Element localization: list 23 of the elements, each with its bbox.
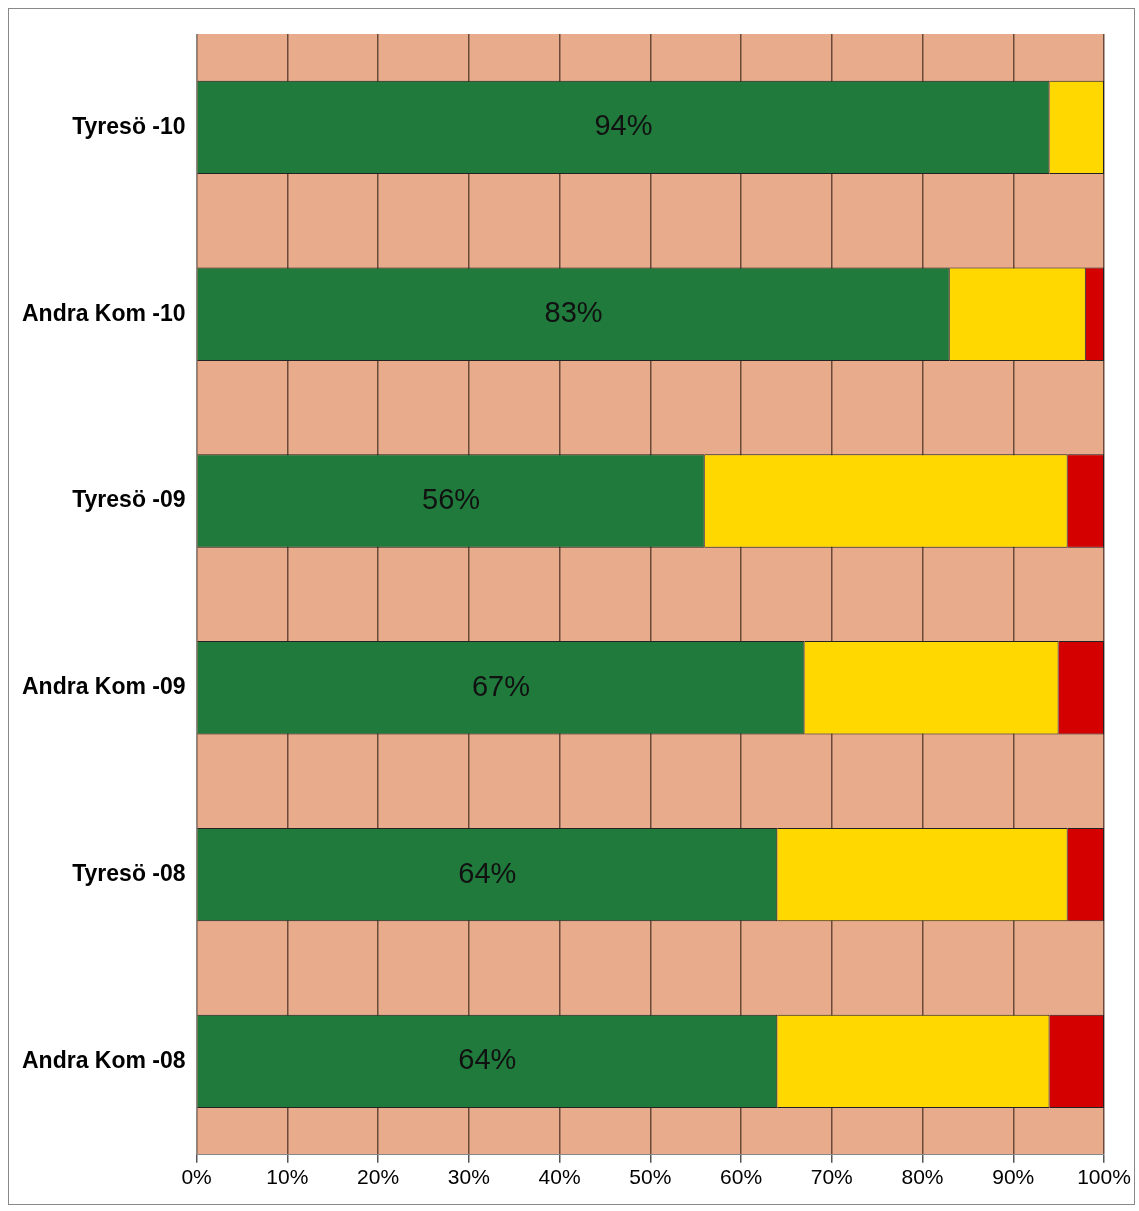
- data-label: 67%: [471, 669, 530, 702]
- x-tick-label: 50%: [629, 1165, 672, 1189]
- y-tick-label: Tyresö -10: [72, 112, 186, 139]
- data-label: 56%: [422, 483, 481, 515]
- y-tick-label: Andra Kom -09: [21, 673, 186, 700]
- data-label: 83%: [544, 296, 603, 329]
- data-label: 64%: [458, 1043, 517, 1076]
- y-tick-label: Andra Kom -08: [21, 1046, 186, 1073]
- data-label: 64%: [458, 856, 517, 889]
- x-tick-label: 70%: [810, 1165, 853, 1189]
- x-tick-label: 10%: [266, 1165, 309, 1189]
- x-tick-label: 80%: [901, 1165, 944, 1189]
- x-tick-label: 90%: [992, 1165, 1035, 1189]
- x-tick-label: 30%: [447, 1165, 490, 1189]
- x-tick-label: 60%: [720, 1165, 763, 1189]
- y-tick-label: Tyresö -09: [72, 486, 186, 513]
- y-tick-label: Andra Kom -10: [21, 299, 186, 326]
- x-tick-label: 100%: [1077, 1165, 1131, 1189]
- data-label: 94%: [594, 109, 653, 142]
- x-tick-label: 0%: [181, 1165, 212, 1189]
- x-tick-label: 20%: [357, 1165, 400, 1189]
- y-tick-label: Tyresö -08: [72, 859, 186, 886]
- x-tick-label: 40%: [538, 1165, 581, 1189]
